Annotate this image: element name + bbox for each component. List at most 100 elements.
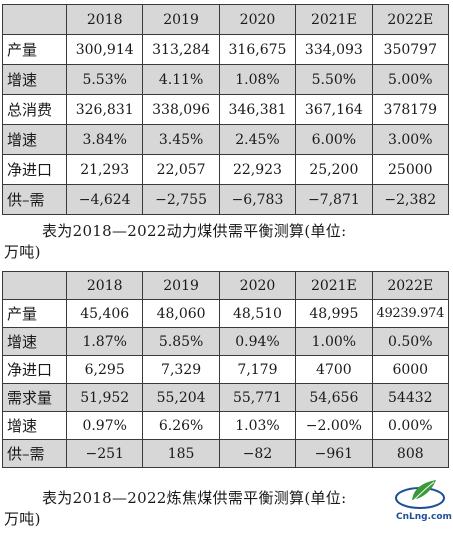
table-cell: −6,783: [218, 184, 297, 215]
table-cell: 1.87%: [65, 327, 144, 356]
header-cell: 2020: [218, 4, 297, 35]
table-cell: 25000: [371, 154, 450, 185]
row-label: 增速: [2, 64, 67, 95]
table-cell: 5.53%: [65, 64, 144, 95]
table-cell: 367,164: [295, 94, 373, 125]
table-cell: 48,995: [295, 299, 373, 328]
table-row: 供–需 −4,624 −2,755 −6,783 −7,871 −2,382: [2, 184, 450, 215]
table-row: 增速 0.97% 6.26% 1.03% −2.00% 0.00%: [2, 411, 450, 440]
table-row: 供–需 −251 185 −82 −961 808: [2, 439, 450, 468]
table-row: 净进口 21,293 22,057 22,923 25,200 25000: [2, 154, 450, 185]
table-cell: 54432: [371, 383, 450, 412]
header-cell: 2018: [65, 4, 144, 35]
table-cell: 346,381: [218, 94, 297, 125]
table-cell: 0.00%: [371, 411, 450, 440]
table-cell: 21,293: [65, 154, 144, 185]
table-cell: 334,093: [295, 34, 373, 65]
table-cell: 6000: [371, 355, 450, 384]
table1-caption: 表为2018—2022动力煤供需平衡测算(单位: 万吨): [4, 221, 346, 263]
header-cell: 2019: [142, 4, 220, 35]
table-cell: −2,382: [371, 184, 450, 215]
table-header-row: 2018 2019 2020 2021E 2022E: [2, 271, 450, 300]
table-cell: 51,952: [65, 383, 144, 412]
table-cell: 49239.974: [371, 299, 450, 328]
table-cell: 338,096: [142, 94, 220, 125]
table-cell: 3.00%: [371, 124, 450, 155]
cnlng-logo: CnLng.com: [392, 476, 452, 530]
thermal-coal-balance-table: 2018 2019 2020 2021E 2022E 产量 300,914 31…: [2, 4, 450, 215]
table-cell: 1.03%: [218, 411, 297, 440]
header-cell: 2018: [65, 271, 144, 300]
table-cell: −2.00%: [295, 411, 373, 440]
logo-text: CnLng.com: [396, 512, 452, 522]
table-cell: 48,510: [218, 299, 297, 328]
caption-line: 万吨): [4, 243, 41, 261]
table-cell: 5.50%: [295, 64, 373, 95]
table-cell: 6,295: [65, 355, 144, 384]
table-cell: 0.94%: [218, 327, 297, 356]
table-cell: 55,204: [142, 383, 220, 412]
table-row: 增速 3.84% 3.45% 2.45% 6.00% 3.00%: [2, 124, 450, 155]
table-cell: 3.45%: [142, 124, 220, 155]
table-cell: 1.08%: [218, 64, 297, 95]
row-label: 需求量: [2, 383, 67, 412]
table-cell: 4.11%: [142, 64, 220, 95]
table-cell: 313,284: [142, 34, 220, 65]
header-cell: 2021E: [295, 4, 373, 35]
table2-caption: 表为2018—2022炼焦煤供需平衡测算(单位: 万吨): [4, 488, 346, 530]
table-cell: 0.97%: [65, 411, 144, 440]
table-row: 需求量 51,952 55,204 55,771 54,656 54432: [2, 383, 450, 412]
header-cell: 2022E: [371, 4, 450, 35]
table-cell: 808: [371, 439, 450, 468]
table-cell: 4700: [295, 355, 373, 384]
table-row: 总消费 326,831 338,096 346,381 367,164 3781…: [2, 94, 450, 125]
table-cell: 25,200: [295, 154, 373, 185]
coking-coal-balance-table: 2018 2019 2020 2021E 2022E 产量 45,406 48,…: [2, 271, 450, 468]
table-cell: 45,406: [65, 299, 144, 328]
table-cell: 0.50%: [371, 327, 450, 356]
table-cell: 55,771: [218, 383, 297, 412]
table-cell: 326,831: [65, 94, 144, 125]
table-row: 产量 300,914 313,284 316,675 334,093 35079…: [2, 34, 450, 65]
caption-line: 万吨): [4, 510, 41, 528]
row-label: 产量: [2, 299, 67, 328]
table-cell: 378179: [371, 94, 450, 125]
table-cell: 185: [142, 439, 220, 468]
table-row: 增速 1.87% 5.85% 0.94% 1.00% 0.50%: [2, 327, 450, 356]
table-cell: −4,624: [65, 184, 144, 215]
table-cell: 3.84%: [65, 124, 144, 155]
leaf-logo-icon: [395, 480, 445, 509]
row-label: 净进口: [2, 154, 67, 185]
table-row: 净进口 6,295 7,329 7,179 4700 6000: [2, 355, 450, 384]
table-cell: 300,914: [65, 34, 144, 65]
header-cell: [2, 4, 67, 35]
table-header-row: 2018 2019 2020 2021E 2022E: [2, 4, 450, 35]
table-cell: 1.00%: [295, 327, 373, 356]
table-cell: −251: [65, 439, 144, 468]
header-cell: 2019: [142, 271, 220, 300]
header-cell: 2021E: [295, 271, 373, 300]
header-cell: 2020: [218, 271, 297, 300]
table-cell: −961: [295, 439, 373, 468]
row-label: 增速: [2, 327, 67, 356]
header-cell: [2, 271, 67, 300]
table-cell: 6.00%: [295, 124, 373, 155]
table-cell: 2.45%: [218, 124, 297, 155]
table-cell: −2,755: [142, 184, 220, 215]
caption-line: 表为2018—2022炼焦煤供需平衡测算(单位:: [42, 489, 347, 507]
row-label: 增速: [2, 411, 67, 440]
row-label: 净进口: [2, 355, 67, 384]
row-label: 供–需: [2, 439, 67, 468]
table-cell: 54,656: [295, 383, 373, 412]
header-cell: 2022E: [371, 271, 450, 300]
row-label: 产量: [2, 34, 67, 65]
table-cell: 5.85%: [142, 327, 220, 356]
table-cell: 7,329: [142, 355, 220, 384]
row-label: 增速: [2, 124, 67, 155]
row-label: 供–需: [2, 184, 67, 215]
table-cell: 316,675: [218, 34, 297, 65]
table-cell: 22,057: [142, 154, 220, 185]
table-cell: 350797: [371, 34, 450, 65]
table-row: 产量 45,406 48,060 48,510 48,995 49239.974: [2, 299, 450, 328]
caption-line: 表为2018—2022动力煤供需平衡测算(单位:: [42, 222, 347, 240]
